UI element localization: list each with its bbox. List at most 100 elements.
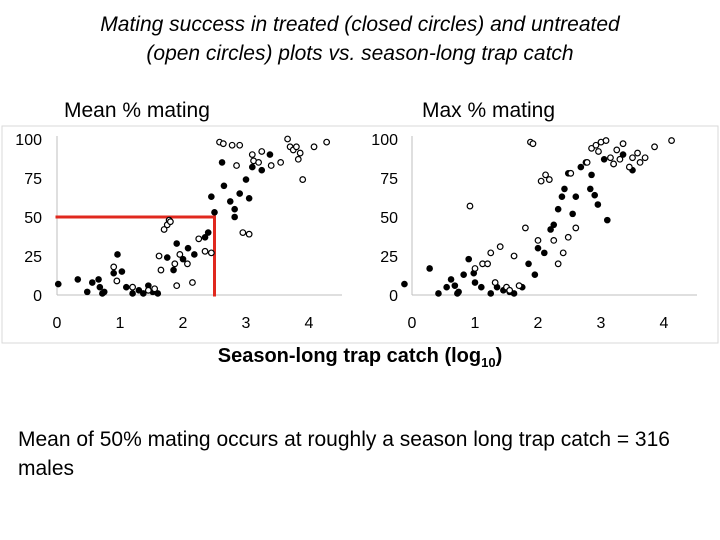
closed-circle-point bbox=[231, 213, 238, 221]
open-circle-point bbox=[310, 143, 318, 151]
open-circle-point bbox=[607, 154, 614, 162]
closed-circle-point bbox=[170, 266, 177, 274]
open-circle-point bbox=[572, 224, 580, 232]
open-circle-point bbox=[284, 135, 291, 143]
closed-circle-point bbox=[550, 221, 558, 229]
open-circle-point bbox=[157, 266, 165, 274]
closed-circle-point bbox=[226, 198, 234, 205]
closed-circle-point bbox=[54, 280, 62, 288]
open-circle-point bbox=[616, 155, 624, 163]
closed-circle-point bbox=[554, 205, 562, 213]
closed-circle-point bbox=[447, 276, 455, 283]
title-line-2: (open circles) plots vs. season-long tra… bbox=[146, 42, 574, 65]
open-circle-point bbox=[113, 277, 121, 285]
closed-circle-point bbox=[534, 244, 542, 252]
open-circle-point bbox=[613, 146, 621, 154]
open-circle-point bbox=[166, 218, 174, 226]
y-tick-label: 25 bbox=[380, 249, 398, 266]
closed-circle-point bbox=[594, 201, 602, 208]
open-circle-point bbox=[144, 286, 152, 294]
chart-left: 0 25 50 75 100 0 1 2 3 4 bbox=[15, 132, 342, 332]
open-circle-point bbox=[595, 148, 602, 155]
panel-right-title: Max % mating bbox=[422, 99, 556, 122]
closed-circle-point bbox=[114, 251, 121, 258]
open-circle-point bbox=[583, 158, 591, 166]
open-circle-point bbox=[129, 283, 137, 291]
y-tick-label: 75 bbox=[24, 171, 42, 188]
closed-circle-point bbox=[249, 163, 256, 171]
open-circle-point bbox=[636, 158, 644, 166]
closed-circle-point bbox=[110, 269, 117, 277]
closed-circle-point bbox=[591, 191, 598, 199]
closed-circle-point bbox=[88, 279, 96, 286]
open-circle-point bbox=[466, 202, 474, 210]
conclusion-note: Mean of 50% mating occurs at roughly a s… bbox=[18, 428, 670, 480]
plot-frame bbox=[1, 125, 719, 344]
closed-circle-point bbox=[600, 155, 608, 163]
open-circle-point bbox=[189, 279, 196, 286]
closed-circle-point bbox=[96, 283, 104, 291]
y-tick-label: 100 bbox=[15, 132, 42, 149]
open-circle-point bbox=[155, 252, 163, 260]
closed-circle-point bbox=[211, 209, 218, 216]
closed-circle-point bbox=[236, 190, 243, 197]
open-circle-point bbox=[219, 140, 227, 148]
closed-circle-point bbox=[435, 290, 442, 297]
open-circle-point bbox=[567, 169, 575, 177]
closed-circle-point bbox=[242, 176, 250, 183]
closed-circle-point bbox=[231, 205, 238, 213]
closed-circle-point bbox=[245, 194, 253, 202]
open-circle-point bbox=[534, 236, 542, 244]
x-tick-label: 0 bbox=[53, 315, 62, 332]
x-axis-label-main: Season-long trap catch (log bbox=[217, 345, 482, 367]
closed-circle-point bbox=[455, 288, 462, 296]
closed-circle-point bbox=[561, 185, 568, 193]
open-circle-point bbox=[151, 285, 159, 293]
open-circle-point bbox=[550, 236, 558, 244]
open-circle-point bbox=[515, 282, 523, 290]
open-circle-point bbox=[236, 141, 244, 149]
closed-circle-point bbox=[465, 255, 473, 263]
closed-circle-point bbox=[577, 163, 585, 171]
closed-circle-point bbox=[220, 182, 228, 190]
open-circle-point bbox=[554, 260, 562, 268]
x-tick-label: 3 bbox=[597, 315, 606, 332]
chart-right: 0 25 50 75 100 0 1 2 3 4 bbox=[371, 132, 697, 332]
open-circle-point bbox=[629, 154, 636, 162]
open-circle-point bbox=[201, 247, 209, 255]
open-circle-point bbox=[258, 148, 266, 155]
closed-circle-point bbox=[443, 283, 450, 291]
open-circle-point bbox=[651, 143, 658, 151]
panel-left-title: Mean % mating bbox=[64, 99, 210, 122]
x-axis-label-subscript: 10 bbox=[481, 355, 496, 370]
open-circle-point bbox=[610, 160, 617, 168]
open-circle-point bbox=[634, 149, 641, 157]
slide-title: Mating success in treated (closed circle… bbox=[0, 10, 720, 68]
open-circle-point bbox=[255, 158, 263, 166]
closed-circle-point bbox=[100, 288, 108, 296]
open-circle-point bbox=[323, 138, 331, 146]
closed-circle-point bbox=[525, 260, 532, 268]
y-tick-label: 75 bbox=[380, 171, 398, 188]
closed-circle-point bbox=[541, 249, 548, 257]
open-circle-point bbox=[506, 286, 514, 294]
closed-circle-point bbox=[140, 290, 147, 297]
open-circle-point bbox=[529, 140, 537, 148]
open-circle-point bbox=[510, 252, 518, 260]
open-circle-point bbox=[487, 249, 495, 257]
open-circle-point bbox=[245, 230, 253, 238]
x-tick-label: 1 bbox=[471, 315, 480, 332]
y-tick-label: 25 bbox=[24, 249, 42, 266]
x-tick-label: 0 bbox=[408, 315, 417, 332]
open-circle-point bbox=[110, 263, 118, 271]
closed-circle-point bbox=[118, 268, 126, 275]
closed-circle-point bbox=[586, 185, 594, 193]
open-circle-point bbox=[602, 137, 610, 144]
open-circle-point bbox=[248, 151, 256, 159]
x-axis-label-end: ) bbox=[495, 345, 503, 367]
closed-circle-point bbox=[401, 280, 408, 288]
y-tick-label: 50 bbox=[24, 210, 42, 227]
open-circle-point bbox=[641, 154, 649, 162]
